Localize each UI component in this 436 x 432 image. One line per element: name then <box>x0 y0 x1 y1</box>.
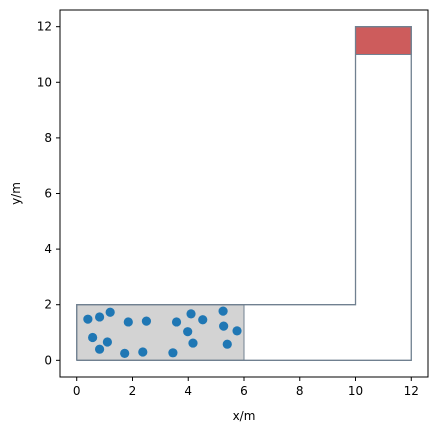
y-axis-label: y/m <box>9 182 23 205</box>
scatter-point <box>168 348 178 358</box>
y-tick-label: 6 <box>44 187 52 201</box>
scatter-point <box>138 347 148 357</box>
y-tick-label: 12 <box>37 20 52 34</box>
exit-region <box>355 26 412 55</box>
x-tick-label: 8 <box>296 384 304 398</box>
scatter-point <box>141 316 152 326</box>
scatter-point <box>105 307 115 317</box>
y-tick-label: 8 <box>44 131 52 145</box>
x-tick-label: 10 <box>348 384 363 398</box>
scatter-point <box>94 344 105 354</box>
scatter-point <box>171 317 182 327</box>
scatter-point <box>186 309 196 319</box>
scatter-point <box>183 327 193 337</box>
x-tick-label: 0 <box>73 384 81 398</box>
outline-layer <box>76 26 412 361</box>
points-layer <box>83 306 242 358</box>
x-tick-label: 2 <box>129 384 137 398</box>
y-tick-label: 0 <box>44 353 52 367</box>
y-ticks-layer: 0 2 4 6 8 10 12 <box>37 20 60 367</box>
scatter-point <box>88 332 98 343</box>
x-axis-label: x/m <box>233 409 256 423</box>
scatter-point <box>102 337 112 347</box>
scatter-point <box>120 348 130 358</box>
scatter-point <box>188 338 198 348</box>
x-tick-label: 4 <box>184 384 192 398</box>
scatter-point <box>83 314 93 324</box>
scatter-point <box>94 312 105 322</box>
room-outline <box>76 26 412 361</box>
y-tick-label: 10 <box>37 75 52 89</box>
scatter-point <box>219 321 229 331</box>
x-ticks-layer: 0 2 4 6 8 10 12 <box>73 377 419 398</box>
scatter-point <box>218 306 228 316</box>
scatter-point <box>222 339 232 349</box>
x-tick-label: 6 <box>240 384 248 398</box>
scatter-point <box>232 326 242 336</box>
scatter-point <box>123 317 133 327</box>
x-tick-label: 12 <box>404 384 419 398</box>
y-tick-label: 2 <box>44 298 52 312</box>
scatter-point <box>198 315 208 325</box>
start-region <box>76 304 245 361</box>
y-tick-label: 4 <box>44 242 52 256</box>
regions-layer <box>76 26 412 361</box>
